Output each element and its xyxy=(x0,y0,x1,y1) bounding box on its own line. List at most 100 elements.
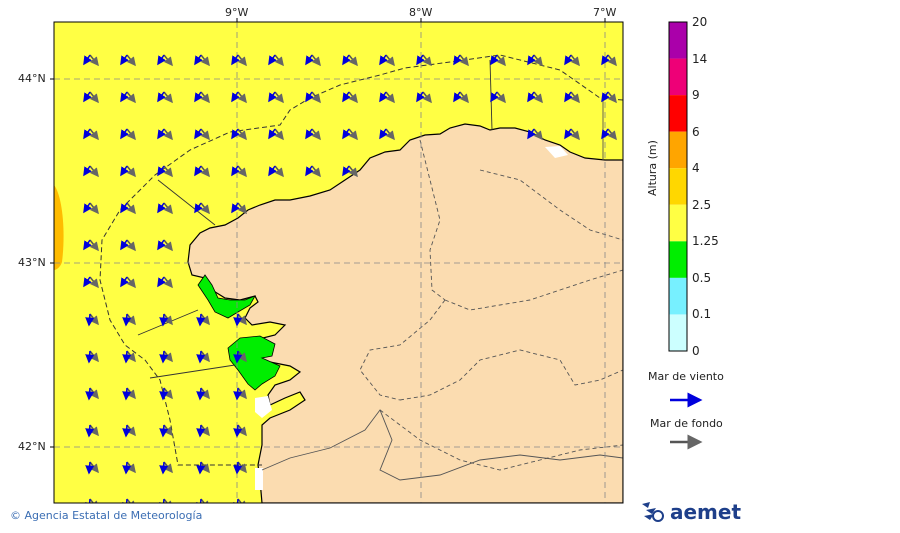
wind-sea-arrow xyxy=(196,313,206,327)
wind-sea-arrow xyxy=(233,424,243,438)
wind-sea-arrow xyxy=(490,54,499,66)
lon-label-7w: 7°W xyxy=(593,6,617,19)
wind-sea-arrow xyxy=(159,350,169,364)
coastal-zone-boundary xyxy=(99,54,623,466)
swell-label: Mar de fondo xyxy=(650,417,723,430)
wind-sea-arrow xyxy=(196,424,206,438)
colorbar-band xyxy=(669,314,687,351)
wind-sea-arrow xyxy=(122,350,132,364)
wind-sea-arrow xyxy=(231,165,240,177)
wind-sea-arrow xyxy=(379,128,388,140)
wind-sea-arrow xyxy=(159,387,169,401)
lat-label-44n: 44°N xyxy=(18,72,46,85)
wind-sea-arrow xyxy=(122,424,132,438)
wind-sea-arrow xyxy=(122,387,132,401)
aemet-logo: aemet xyxy=(640,500,741,524)
white-patch-south xyxy=(255,468,263,490)
wind-sea-arrow xyxy=(159,461,169,475)
wind-sea-arrow xyxy=(305,165,314,177)
wind-sea-arrow xyxy=(564,54,573,66)
wind-sea-arrow xyxy=(233,498,243,503)
colorbar-band xyxy=(669,58,687,96)
wind-sea-arrow xyxy=(122,461,132,475)
wind-sea-arrow xyxy=(527,54,536,66)
wind-sea-arrow xyxy=(157,202,166,214)
wind-sea-arrow xyxy=(416,91,425,103)
wind-sea-arrow xyxy=(305,128,314,140)
wind-sea-arrow xyxy=(268,128,277,140)
wind-sea-arrow xyxy=(85,461,95,475)
wind-sea-arrow xyxy=(601,128,610,140)
wind-sea-arrow xyxy=(159,313,169,327)
wind-sea-arrow xyxy=(120,54,129,66)
wind-sea-arrow xyxy=(231,202,240,214)
legend-level-0-1: 0.1 xyxy=(692,307,712,321)
wind-sea-arrow xyxy=(564,128,573,140)
wind-sea-arrow xyxy=(527,128,536,140)
wind-sea-arrow xyxy=(120,239,129,251)
swell-arrow xyxy=(89,498,99,503)
wind-sea-arrow xyxy=(527,91,536,103)
wind-sea-arrow xyxy=(490,91,499,103)
wind-sea-arrow xyxy=(85,350,95,364)
wind-sea-arrow xyxy=(157,128,166,140)
colorbar-band xyxy=(669,95,687,132)
wind-sea-arrow xyxy=(85,424,95,438)
wind-sea-arrow xyxy=(83,202,92,214)
wind-sea-arrow xyxy=(85,498,95,503)
wind-sea-arrow xyxy=(379,54,388,66)
axis-ticks xyxy=(50,18,606,448)
wind-sea-arrow xyxy=(342,54,351,66)
zone-divider-1 xyxy=(157,179,216,226)
wind-sea-arrow xyxy=(379,91,388,103)
legend-level-0-5: 0.5 xyxy=(692,271,712,285)
wave-arrow-field xyxy=(83,54,617,503)
wind-sea-arrow xyxy=(231,128,240,140)
wind-sea-arrow xyxy=(122,498,132,503)
lon-label-8w: 8°W xyxy=(409,6,433,19)
wind-sea-arrow xyxy=(157,54,166,66)
lon-label-9w: 9°W xyxy=(225,6,249,19)
wind-sea-arrow xyxy=(85,313,95,327)
copyright-credit: © Agencia Estatal de Meteorología xyxy=(10,509,203,522)
wind-sea-arrow xyxy=(83,165,92,177)
wind-sea-arrow xyxy=(196,498,206,503)
wind-sea-arrow xyxy=(231,54,240,66)
province-borders xyxy=(359,139,623,471)
legend-level-14: 14 xyxy=(692,52,708,66)
legend-level-2-5: 2.5 xyxy=(692,198,712,212)
wind-sea-arrow xyxy=(453,91,462,103)
legend-level-4: 4 xyxy=(692,161,700,175)
green-area-south xyxy=(227,335,281,391)
wind-sea-arrow xyxy=(159,424,169,438)
wind-sea-arrow xyxy=(159,498,169,503)
wind-sea-arrow xyxy=(233,350,243,364)
wind-sea-arrow xyxy=(83,54,92,66)
wind-sea-arrow xyxy=(83,276,92,288)
wind-sea-arrow xyxy=(157,276,166,288)
wind-sea-arrow xyxy=(268,54,277,66)
colorbar-band xyxy=(669,168,687,205)
wind-sea-arrow xyxy=(85,387,95,401)
country-border xyxy=(261,409,623,481)
wind-sea-arrow xyxy=(453,54,462,66)
swell-arrow xyxy=(237,498,247,503)
wind-sea-arrow xyxy=(194,202,203,214)
wind-sea-arrow xyxy=(122,313,132,327)
wind-sea-arrow xyxy=(196,461,206,475)
wind-sea-arrow xyxy=(416,54,425,66)
wind-sea-arrow xyxy=(120,91,129,103)
wind-sea-arrow xyxy=(194,91,203,103)
wind-sea-arrow xyxy=(194,54,203,66)
wind-sea-arrow xyxy=(157,91,166,103)
wind-sea-arrow xyxy=(601,91,610,103)
wind-sea-arrow xyxy=(196,387,206,401)
aemet-logo-text: aemet xyxy=(670,500,742,524)
legend-level-9: 9 xyxy=(692,88,700,102)
colorbar-band xyxy=(669,241,687,278)
legend-level-1-25: 1.25 xyxy=(692,234,719,248)
height-colorbar xyxy=(669,22,687,351)
wind-sea-arrow xyxy=(233,387,243,401)
wind-sea-arrow xyxy=(157,165,166,177)
